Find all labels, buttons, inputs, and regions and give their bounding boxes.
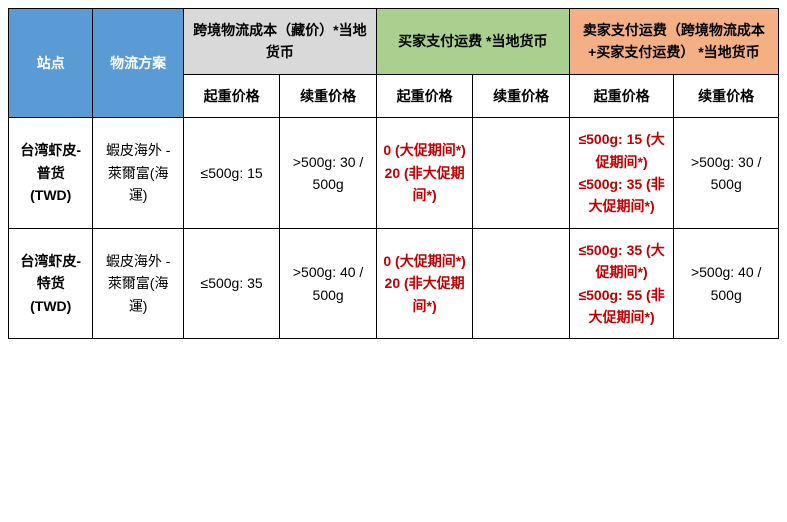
cell-buyer-cont <box>473 228 569 339</box>
cell-plan: 蝦皮海外 - 萊爾富(海運) <box>93 228 183 339</box>
cell-seller-cont: >500g: 40 / 500g <box>674 228 779 339</box>
cell-cost-cont: >500g: 40 / 500g <box>280 228 377 339</box>
header-cost-group: 跨境物流成本（藏价）*当地货币 <box>183 9 376 75</box>
cell-buyer-cont <box>473 118 569 229</box>
header-plan: 物流方案 <box>93 9 183 118</box>
subheader-cost-first: 起重价格 <box>183 74 279 117</box>
cell-buyer-first: 0 (大促期间*) 20 (非大促期间*) <box>376 228 472 339</box>
subheader-seller-first: 起重价格 <box>569 74 674 117</box>
cell-cost-cont: >500g: 30 / 500g <box>280 118 377 229</box>
cell-cost-first: ≤500g: 35 <box>183 228 279 339</box>
subheader-cost-cont: 续重价格 <box>280 74 377 117</box>
cell-buyer-first: 0 (大促期间*) 20 (非大促期间*) <box>376 118 472 229</box>
shipping-fee-table: 站点 物流方案 跨境物流成本（藏价）*当地货币 买家支付运费 *当地货币 卖家支… <box>8 8 779 339</box>
cell-seller-first: ≤500g: 35 (大促期间*) ≤500g: 55 (非大促期间*) <box>569 228 674 339</box>
cell-site: 台湾虾皮-特货 (TWD) <box>9 228 93 339</box>
subheader-buyer-cont: 续重价格 <box>473 74 569 117</box>
subheader-seller-cont: 续重价格 <box>674 74 779 117</box>
table-row: 台湾虾皮-特货 (TWD) 蝦皮海外 - 萊爾富(海運) ≤500g: 35 >… <box>9 228 779 339</box>
cell-seller-first: ≤500g: 15 (大促期间*) ≤500g: 35 (非大促期间*) <box>569 118 674 229</box>
cell-plan: 蝦皮海外 - 萊爾富(海運) <box>93 118 183 229</box>
header-site: 站点 <box>9 9 93 118</box>
cell-seller-cont: >500g: 30 / 500g <box>674 118 779 229</box>
header-seller-group: 卖家支付运费（跨境物流成本+买家支付运费） *当地货币 <box>569 9 778 75</box>
table-row: 台湾虾皮-普货 (TWD) 蝦皮海外 - 萊爾富(海運) ≤500g: 15 >… <box>9 118 779 229</box>
cell-site: 台湾虾皮-普货 (TWD) <box>9 118 93 229</box>
header-buyer-group: 买家支付运费 *当地货币 <box>376 9 569 75</box>
header-row-groups: 站点 物流方案 跨境物流成本（藏价）*当地货币 买家支付运费 *当地货币 卖家支… <box>9 9 779 75</box>
cell-cost-first: ≤500g: 15 <box>183 118 279 229</box>
subheader-buyer-first: 起重价格 <box>376 74 472 117</box>
